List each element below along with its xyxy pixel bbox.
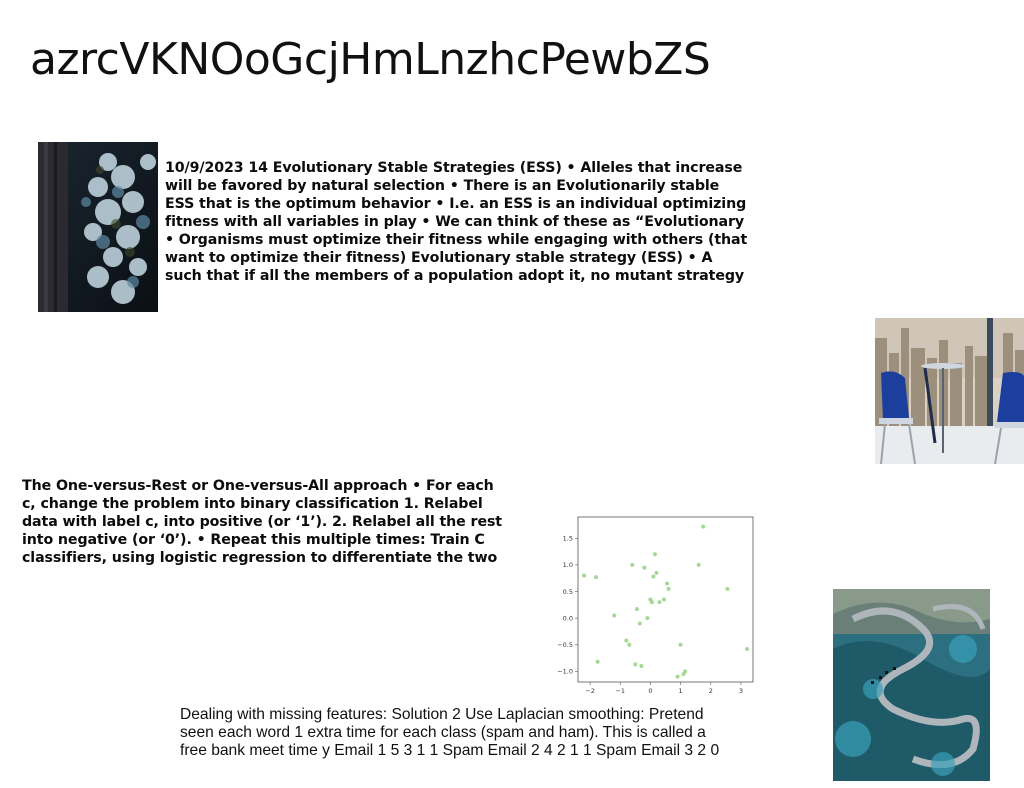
scatter-point bbox=[675, 674, 680, 679]
scatter-point bbox=[661, 597, 666, 602]
scatter-point bbox=[666, 586, 671, 591]
scatter-point bbox=[639, 664, 644, 669]
ess-line: fitness with all variables in play • We … bbox=[165, 214, 744, 230]
scatter-point bbox=[652, 552, 657, 557]
x-tick-label: 2 bbox=[709, 687, 713, 695]
scatter-point bbox=[725, 586, 730, 591]
y-tick-label: 1.5 bbox=[563, 535, 573, 543]
frosted-tree-photo bbox=[38, 142, 158, 312]
scatter-point bbox=[627, 642, 632, 647]
x-tick-label: 3 bbox=[739, 687, 743, 695]
y-tick-label: 0.0 bbox=[563, 614, 573, 622]
scatter-point bbox=[665, 581, 670, 586]
scatter-chart: −2 −1 0 1 2 3 1.5 1.0 0.5 0.0 −0.5 −1.0 bbox=[557, 516, 754, 695]
scatter-point bbox=[649, 600, 654, 605]
scatter-point bbox=[696, 562, 701, 567]
ovr-text-block: The One-versus-Rest or One-versus-All ap… bbox=[22, 477, 502, 567]
ess-text-block: 10/9/2023 14 Evolutionary Stable Strateg… bbox=[165, 159, 747, 285]
scatter-point bbox=[634, 607, 639, 612]
ess-line: • Organisms must optimize their fitness … bbox=[165, 232, 748, 248]
scatter-point bbox=[678, 642, 683, 647]
ess-line: ESS that is the optimum behavior • I.e. … bbox=[165, 196, 747, 212]
scatter-point bbox=[654, 570, 659, 575]
scatter-point bbox=[630, 562, 635, 567]
ovr-line: classifiers, using logistic regression t… bbox=[22, 550, 498, 566]
x-tick-label: 0 bbox=[648, 687, 652, 695]
x-tick-label: −1 bbox=[615, 687, 625, 695]
ovr-line: data with label c, into positive (or ‘1’… bbox=[22, 514, 502, 530]
scatter-point bbox=[624, 638, 629, 643]
ovr-line: The One-versus-Rest or One-versus-All ap… bbox=[22, 478, 494, 494]
x-tick-label: 1 bbox=[679, 687, 683, 695]
ovr-line: into negative (or ‘0’). • Repeat this mu… bbox=[22, 532, 485, 548]
mountain-road-photo bbox=[833, 589, 990, 781]
y-tick-label: −0.5 bbox=[557, 641, 573, 649]
scatter-point bbox=[651, 574, 656, 579]
scatter-point bbox=[595, 659, 600, 664]
scatter-point bbox=[594, 575, 599, 580]
scatter-point bbox=[642, 565, 647, 570]
scatter-point bbox=[744, 647, 749, 651]
scatter-point bbox=[683, 669, 688, 674]
scatter-point bbox=[701, 524, 706, 529]
ovr-line: c, change the problem into binary classi… bbox=[22, 496, 483, 512]
scatter-point bbox=[657, 600, 662, 605]
scatter-point bbox=[637, 621, 642, 626]
y-tick-label: 0.5 bbox=[563, 588, 573, 596]
scatter-point bbox=[582, 573, 587, 578]
y-tick-label: 1.0 bbox=[563, 561, 573, 569]
y-tick-label: −1.0 bbox=[557, 668, 573, 676]
plot-frame bbox=[577, 516, 754, 683]
scatter-point bbox=[633, 662, 638, 667]
slide-title: azrcVKNOoGcjHmLnzhcPewbZS bbox=[30, 34, 711, 85]
cafe-city-view-photo bbox=[875, 318, 1024, 464]
ess-line: 10/9/2023 14 Evolutionary Stable Strateg… bbox=[165, 160, 743, 176]
missing-line: Dealing with missing features: Solution … bbox=[180, 706, 704, 723]
missing-line: free bank meet time y Email 1 5 3 1 1 Sp… bbox=[180, 742, 720, 759]
x-tick-label: −2 bbox=[585, 687, 595, 695]
missing-line: seen each word 1 extra time for each cla… bbox=[180, 724, 706, 741]
missing-features-text-block: Dealing with missing features: Solution … bbox=[180, 706, 719, 760]
scatter-point bbox=[645, 616, 650, 621]
ess-line: such that if all the members of a popula… bbox=[165, 268, 745, 284]
ess-line: want to optimize their fitness) Evolutio… bbox=[165, 250, 713, 266]
ess-line: will be favored by natural selection • T… bbox=[165, 178, 720, 194]
scatter-point bbox=[612, 613, 617, 618]
